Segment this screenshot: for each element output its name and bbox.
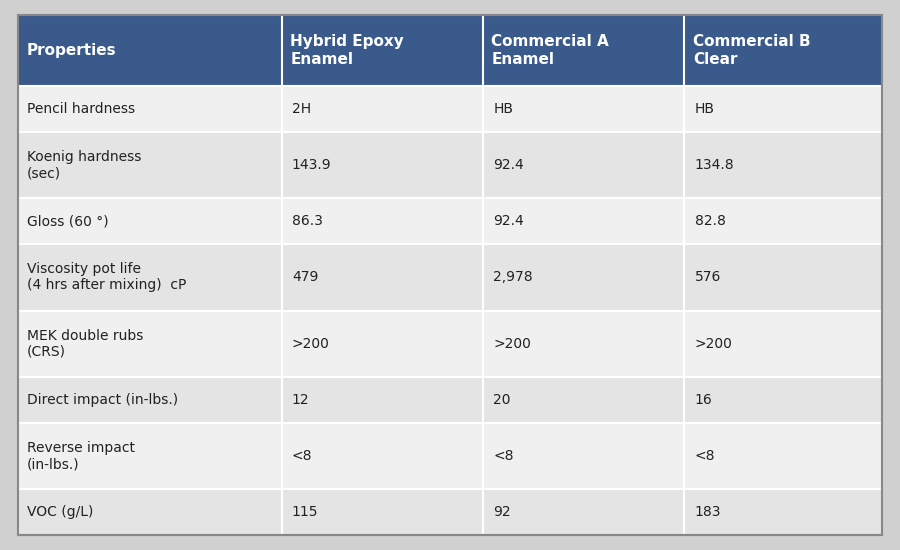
Bar bbox=[482, 86, 684, 132]
Text: >200: >200 bbox=[695, 337, 733, 351]
Bar bbox=[18, 311, 282, 377]
Text: 16: 16 bbox=[695, 393, 712, 407]
Bar bbox=[18, 244, 282, 311]
Text: 86.3: 86.3 bbox=[292, 214, 323, 228]
Text: 2H: 2H bbox=[292, 102, 311, 116]
Bar bbox=[282, 423, 482, 489]
Bar bbox=[282, 377, 482, 423]
Text: <8: <8 bbox=[493, 449, 514, 463]
Bar bbox=[282, 15, 482, 86]
Bar bbox=[684, 489, 882, 535]
Text: 134.8: 134.8 bbox=[695, 158, 734, 172]
Text: 92: 92 bbox=[493, 505, 511, 519]
Text: 82.8: 82.8 bbox=[695, 214, 725, 228]
Text: Commercial B
Clear: Commercial B Clear bbox=[693, 34, 810, 67]
Text: >200: >200 bbox=[292, 337, 329, 351]
Bar bbox=[282, 489, 482, 535]
Bar bbox=[18, 377, 282, 423]
Bar bbox=[482, 423, 684, 489]
Bar bbox=[18, 15, 282, 86]
Bar bbox=[482, 377, 684, 423]
Text: HB: HB bbox=[493, 102, 513, 116]
Text: 2,978: 2,978 bbox=[493, 270, 533, 284]
Text: 479: 479 bbox=[292, 270, 319, 284]
Bar bbox=[18, 132, 282, 198]
Text: Hybrid Epoxy
Enamel: Hybrid Epoxy Enamel bbox=[290, 34, 404, 67]
Bar bbox=[282, 86, 482, 132]
Bar bbox=[18, 489, 282, 535]
Bar bbox=[482, 198, 684, 244]
Text: Koenig hardness
(sec): Koenig hardness (sec) bbox=[27, 150, 141, 180]
Bar bbox=[684, 198, 882, 244]
Text: 92.4: 92.4 bbox=[493, 214, 524, 228]
Bar bbox=[684, 86, 882, 132]
Text: 183: 183 bbox=[695, 505, 721, 519]
Text: <8: <8 bbox=[695, 449, 715, 463]
Bar bbox=[18, 423, 282, 489]
Text: HB: HB bbox=[695, 102, 715, 116]
Bar bbox=[482, 311, 684, 377]
Text: Properties: Properties bbox=[27, 43, 116, 58]
Bar bbox=[684, 423, 882, 489]
Text: <8: <8 bbox=[292, 449, 312, 463]
Text: MEK double rubs
(CRS): MEK double rubs (CRS) bbox=[27, 328, 143, 359]
Bar bbox=[282, 244, 482, 311]
Text: Gloss (60 °): Gloss (60 °) bbox=[27, 214, 108, 228]
Text: 92.4: 92.4 bbox=[493, 158, 524, 172]
Bar bbox=[18, 86, 282, 132]
Text: Pencil hardness: Pencil hardness bbox=[27, 102, 135, 116]
Text: Commercial A
Enamel: Commercial A Enamel bbox=[491, 34, 609, 67]
Text: Viscosity pot life
(4 hrs after mixing)  cP: Viscosity pot life (4 hrs after mixing) … bbox=[27, 262, 186, 293]
Text: Reverse impact
(in-lbs.): Reverse impact (in-lbs.) bbox=[27, 441, 135, 471]
Text: VOC (g/L): VOC (g/L) bbox=[27, 505, 93, 519]
Bar bbox=[684, 311, 882, 377]
Text: 115: 115 bbox=[292, 505, 319, 519]
Text: 576: 576 bbox=[695, 270, 721, 284]
Bar bbox=[684, 132, 882, 198]
Bar bbox=[282, 198, 482, 244]
Bar bbox=[18, 198, 282, 244]
Bar bbox=[684, 244, 882, 311]
Text: 20: 20 bbox=[493, 393, 510, 407]
Text: Direct impact (in-lbs.): Direct impact (in-lbs.) bbox=[27, 393, 178, 407]
Bar bbox=[282, 311, 482, 377]
Bar bbox=[482, 132, 684, 198]
Bar bbox=[482, 15, 684, 86]
Bar bbox=[482, 244, 684, 311]
Text: >200: >200 bbox=[493, 337, 531, 351]
Bar bbox=[482, 489, 684, 535]
Text: 12: 12 bbox=[292, 393, 310, 407]
Bar bbox=[684, 15, 882, 86]
Bar bbox=[684, 377, 882, 423]
Bar bbox=[282, 132, 482, 198]
Text: 143.9: 143.9 bbox=[292, 158, 331, 172]
